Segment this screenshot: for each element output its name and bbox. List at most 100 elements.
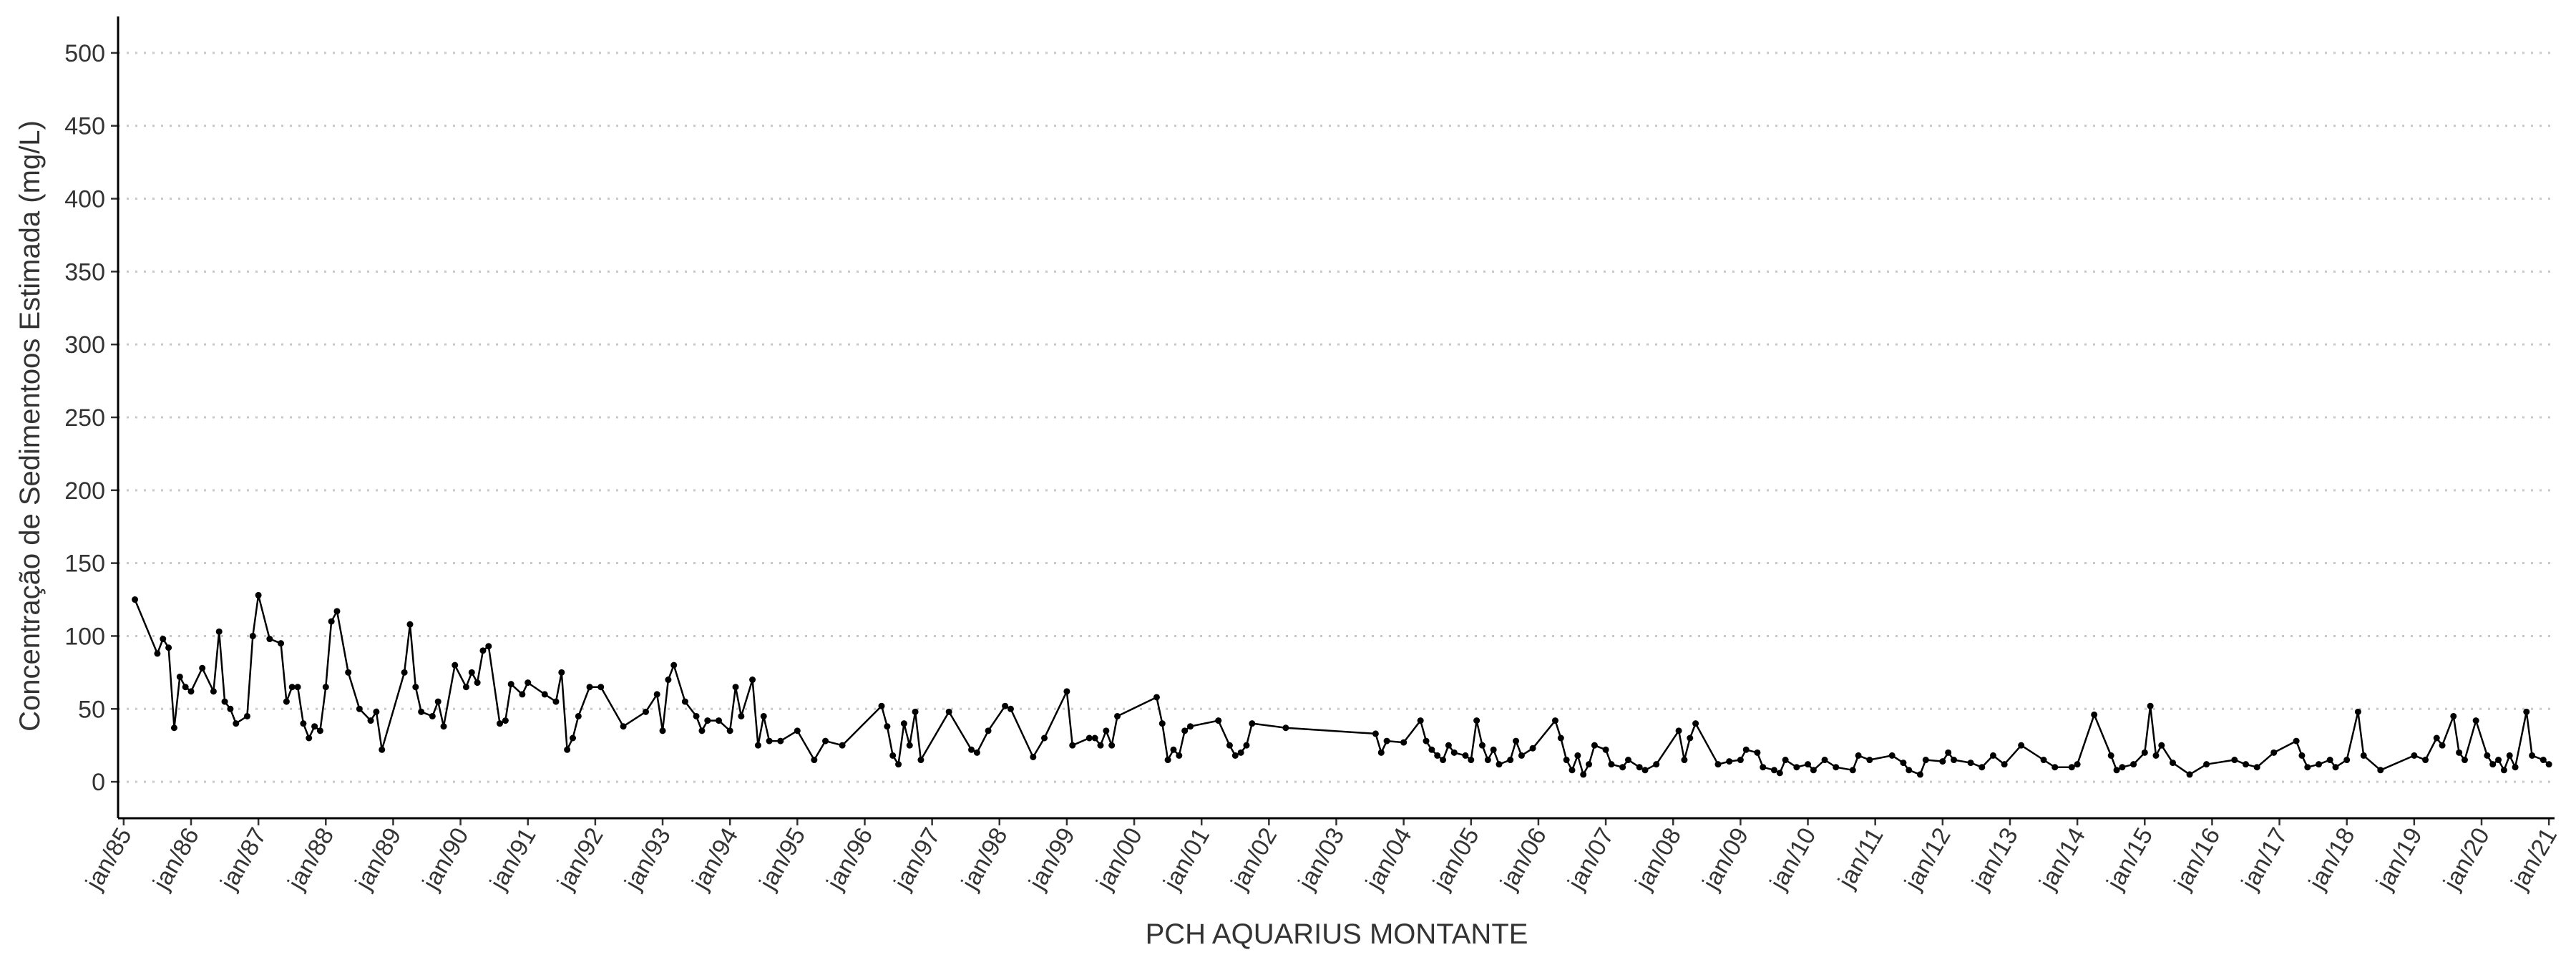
data-point (2270, 749, 2278, 756)
y-tick-label: 50 (78, 696, 105, 723)
data-point (2293, 737, 2300, 745)
data-point (266, 636, 273, 643)
data-point (418, 708, 425, 715)
data-point (401, 669, 408, 676)
data-point (2130, 761, 2137, 768)
data-point (1619, 764, 1626, 771)
data-point (306, 734, 313, 742)
data-point (2141, 749, 2148, 756)
data-point (1591, 742, 1598, 749)
data-point (1586, 761, 1593, 768)
data-point (2158, 742, 2165, 749)
data-point (497, 720, 504, 727)
data-point (732, 684, 739, 691)
data-point (670, 661, 678, 669)
data-point (1513, 737, 1520, 745)
data-point (586, 684, 593, 691)
data-point (215, 628, 223, 635)
data-point (2107, 752, 2114, 759)
data-point (440, 723, 447, 730)
data-point (322, 684, 329, 691)
data-point (1608, 761, 1615, 768)
data-point (1518, 752, 1525, 759)
x-tick-label: jan/12 (1899, 823, 1956, 895)
data-point (429, 712, 436, 719)
data-point (2326, 757, 2333, 764)
data-point (1231, 752, 1239, 759)
x-tick-label: jan/08 (1629, 823, 1687, 895)
data-point (912, 708, 919, 715)
data-point (210, 688, 217, 695)
data-point (1383, 737, 1390, 745)
data-point (2529, 752, 2536, 759)
x-tick-label: jan/90 (417, 823, 474, 895)
data-point (1810, 767, 1817, 774)
data-point (333, 608, 341, 615)
data-point (1507, 757, 1514, 764)
data-point (906, 742, 913, 749)
x-tick-label: jan/00 (1091, 823, 1148, 895)
x-tick-label: jan/06 (1495, 823, 1552, 895)
x-tick-label: jan/97 (889, 823, 946, 895)
data-point (1445, 742, 1452, 749)
data-point (2456, 749, 2463, 756)
data-point (367, 717, 374, 724)
data-point (1226, 742, 1233, 749)
data-point (1557, 734, 1564, 742)
x-tick-label: jan/94 (686, 823, 743, 895)
data-point (1833, 764, 1840, 771)
data-point (1888, 752, 1896, 759)
data-point (653, 691, 660, 698)
data-point (665, 676, 672, 684)
data-point (1737, 757, 1744, 764)
data-point (1237, 749, 1244, 756)
data-point (1681, 757, 1688, 764)
data-point (1496, 761, 1503, 768)
data-point (2332, 764, 2339, 771)
data-point (2051, 764, 2059, 771)
data-point (1063, 688, 1070, 695)
data-point (525, 679, 532, 687)
data-point (412, 684, 419, 691)
data-point (1423, 737, 1430, 745)
data-point (1434, 752, 1441, 759)
data-point (1164, 757, 1171, 764)
data-point (1855, 752, 1862, 759)
data-point (373, 708, 380, 715)
data-point (1989, 752, 1996, 759)
data-point (726, 727, 733, 734)
data-point (2040, 757, 2047, 764)
data-point (1602, 746, 1609, 753)
data-point (1069, 742, 1076, 749)
x-tick-label: jan/89 (350, 823, 407, 895)
x-tick-label: jan/15 (2101, 823, 2158, 895)
data-point (1091, 734, 1098, 742)
data-point (1097, 742, 1104, 749)
data-point (1939, 758, 1946, 765)
data-point (1714, 761, 1722, 768)
data-point (2113, 767, 2120, 774)
data-point (985, 727, 992, 734)
x-tick-label: jan/16 (2169, 823, 2226, 895)
data-point (1849, 767, 1856, 774)
data-point (1951, 757, 1958, 764)
data-point (132, 596, 139, 603)
x-tick-label: jan/86 (147, 823, 205, 895)
x-tick-label: jan/07 (1562, 823, 1619, 895)
data-point (1906, 767, 1913, 774)
data-point (2461, 757, 2468, 764)
data-point (2354, 708, 2361, 715)
data-point (160, 636, 167, 643)
data-point (693, 712, 700, 719)
x-tick-label: jan/21 (2505, 823, 2562, 895)
data-point (1945, 749, 1952, 756)
data-point (1170, 746, 1177, 753)
data-point (2439, 742, 2446, 749)
data-point (2298, 752, 2306, 759)
data-point (507, 681, 514, 688)
data-point (1760, 764, 1767, 771)
data-point (519, 691, 526, 698)
data-point (479, 647, 487, 654)
data-point (2068, 764, 2075, 771)
data-point (917, 757, 924, 764)
